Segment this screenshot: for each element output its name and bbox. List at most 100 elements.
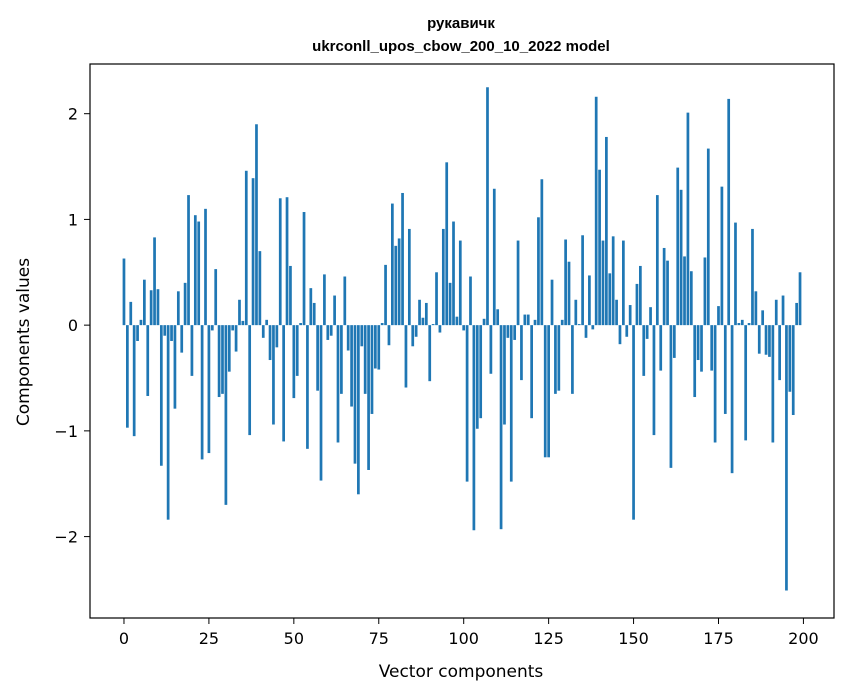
bar-9	[153, 237, 156, 326]
bar-109	[492, 188, 496, 326]
bar-117	[520, 325, 523, 381]
bar-35	[241, 320, 245, 326]
bar-83	[404, 325, 408, 388]
bar-40	[258, 251, 262, 326]
bar-62	[333, 295, 336, 326]
bar-126	[550, 279, 554, 326]
bar-94	[441, 228, 445, 326]
bar-159	[662, 247, 666, 326]
bar-151	[635, 283, 639, 326]
bar-38	[251, 178, 255, 326]
bar-22	[197, 221, 201, 326]
bar-59	[323, 274, 326, 326]
bar-6	[143, 279, 146, 326]
bar-77	[384, 264, 387, 326]
bar-73	[370, 325, 374, 414]
bar-15	[173, 325, 177, 409]
bar-41	[261, 325, 265, 338]
bar-54	[306, 325, 309, 449]
bar-87	[418, 299, 421, 326]
bar-80	[394, 245, 398, 326]
bar-122	[537, 217, 540, 326]
bar-189	[764, 325, 768, 355]
bar-148	[625, 325, 629, 337]
bar-28	[217, 325, 221, 398]
bar-170	[700, 325, 703, 372]
bar-134	[577, 324, 581, 326]
x-tick-label: 0	[119, 629, 129, 648]
bar-20	[190, 325, 194, 376]
x-axis-ticks: 0 25 50 75 100 125 150 175 200	[119, 618, 819, 648]
bar-8	[149, 290, 153, 326]
bar-167	[689, 271, 693, 326]
bar-184	[747, 323, 751, 326]
bar-187	[757, 325, 761, 354]
bar-39	[255, 124, 258, 326]
bar-29	[221, 325, 224, 394]
bar-104	[475, 325, 479, 429]
bar-23	[200, 325, 204, 460]
bar-102	[469, 276, 472, 326]
bar-0	[122, 258, 126, 326]
bar-121	[533, 319, 537, 326]
bar-149	[628, 305, 632, 326]
bar-128	[557, 325, 561, 391]
bar-179	[730, 325, 734, 474]
bar-199	[798, 272, 802, 326]
bar-124	[543, 325, 547, 458]
bar-33	[234, 325, 238, 352]
y-tick-label: 2	[68, 105, 78, 124]
bar-173	[710, 325, 714, 371]
bar-95	[445, 162, 449, 326]
bar-37	[248, 325, 252, 436]
bar-19	[187, 195, 190, 326]
bar-2	[129, 301, 133, 326]
x-tick-label: 75	[369, 629, 389, 648]
bar-14	[170, 325, 173, 341]
bar-129	[560, 319, 564, 326]
bar-143	[608, 273, 612, 326]
x-tick-label: 50	[284, 629, 304, 648]
bar-64	[340, 325, 343, 394]
bar-183	[744, 325, 748, 441]
bar-11	[159, 325, 163, 466]
bar-10	[156, 289, 160, 326]
bar-110	[496, 309, 500, 326]
bar-58	[319, 325, 323, 481]
bar-158	[659, 325, 663, 371]
bar-162	[672, 325, 676, 358]
bar-141	[601, 240, 605, 326]
bar-156	[652, 325, 656, 436]
bar-5	[139, 319, 143, 326]
bar-140	[598, 169, 601, 326]
bar-49	[289, 265, 292, 326]
bar-43	[268, 325, 272, 361]
bar-25	[207, 325, 211, 454]
bar-76	[380, 323, 384, 326]
bar-113	[506, 325, 510, 338]
bar-112	[503, 325, 506, 425]
bar-116	[516, 240, 520, 326]
bar-81	[397, 238, 401, 326]
chart-title-line1: рукавичк	[427, 15, 495, 32]
x-tick-label: 200	[788, 629, 819, 648]
chart-title-line2: ukrconll_upos_cbow_200_10_2022 model	[312, 38, 610, 55]
bar-172	[706, 148, 710, 326]
bar-191	[771, 325, 775, 443]
bar-182	[740, 319, 744, 326]
bar-108	[489, 325, 493, 374]
bar-152	[639, 265, 642, 326]
bar-26	[210, 325, 214, 331]
bar-3	[132, 325, 136, 437]
bar-178	[727, 98, 731, 326]
bar-18	[183, 282, 187, 326]
bar-17	[180, 325, 184, 353]
bar-132	[571, 325, 574, 394]
bar-34	[238, 299, 241, 326]
bar-169	[696, 325, 700, 361]
bar-194	[781, 295, 785, 326]
x-tick-label: 175	[703, 629, 734, 648]
bar-193	[778, 325, 781, 381]
bar-7	[146, 325, 150, 396]
